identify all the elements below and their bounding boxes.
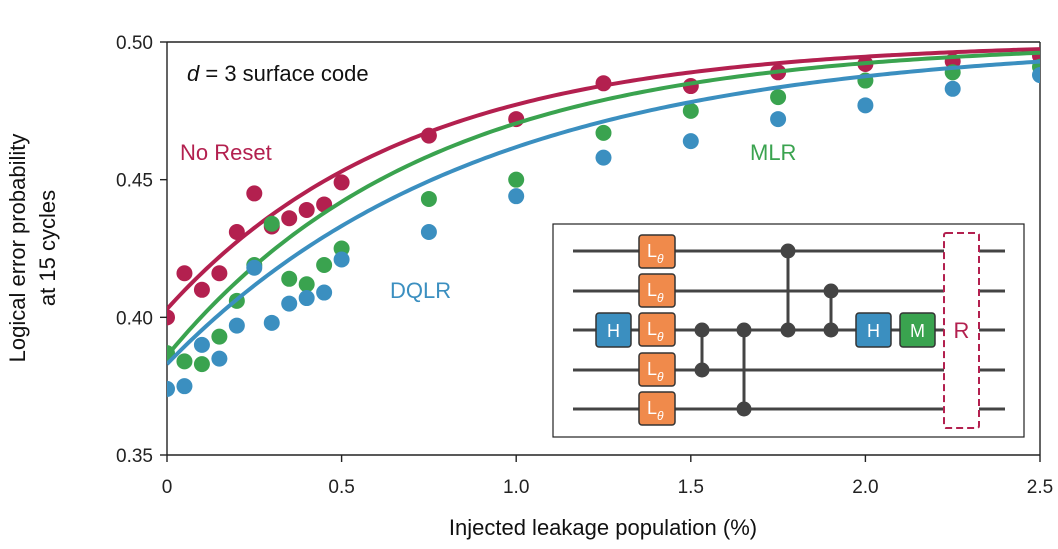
data-point-mlr: [281, 270, 298, 287]
x-tick-label: 0: [162, 477, 173, 498]
svg-text:Lθ: Lθ: [647, 241, 664, 266]
data-point-mlr: [211, 328, 228, 345]
control-dot: [694, 362, 710, 378]
fit-line-no-reset: [167, 47, 1040, 311]
x-tick-label: 2.5: [1027, 477, 1053, 498]
data-point-dqlr: [1032, 67, 1040, 84]
data-point-no-reset: [246, 185, 263, 202]
legend-mlr: MLR: [750, 140, 796, 165]
y-tick-label: 0.50: [116, 33, 153, 54]
leakage-gate: Lθ: [638, 352, 676, 387]
surface-code-annotation: d = 3 surface code: [187, 61, 369, 86]
data-point-dqlr: [228, 317, 245, 334]
y-axis-label-line-2: at 15 cycles: [35, 190, 60, 306]
data-point-dqlr: [176, 378, 193, 395]
svg-text:Lθ: Lθ: [647, 359, 664, 384]
data-point-mlr: [333, 240, 350, 257]
fit-line-mlr: [167, 50, 1040, 358]
control-dot: [823, 322, 839, 338]
data-point-dqlr: [211, 350, 228, 367]
data-point-no-reset: [333, 174, 350, 191]
distance-symbol: d: [187, 61, 200, 86]
series-dqlr: [167, 59, 1040, 397]
hadamard-gate-left: H: [595, 312, 632, 348]
data-point-no-reset: [211, 265, 228, 282]
data-point-dqlr: [167, 380, 175, 397]
data-point-dqlr: [944, 80, 961, 97]
legend-dqlr: DQLR: [390, 278, 451, 303]
data-point-mlr: [420, 190, 437, 207]
y-tick-label: 0.45: [116, 171, 153, 192]
data-point-mlr: [316, 257, 333, 274]
measurement-gate: M: [899, 312, 936, 348]
data-point-dqlr: [246, 259, 263, 276]
x-tick-label: 0.5: [328, 477, 354, 498]
data-point-mlr: [298, 276, 315, 293]
control-dot: [694, 322, 710, 338]
data-point-dqlr: [595, 149, 612, 166]
data-point-dqlr: [857, 97, 874, 114]
data-point-no-reset: [281, 210, 298, 227]
data-point-mlr: [263, 215, 280, 232]
y-axis-label-line-1: Logical error probability: [5, 134, 30, 363]
control-dot: [736, 322, 752, 338]
inset-circuit: Lθ Lθ Lθ Lθ Lθ H H: [552, 223, 1025, 438]
data-point-mlr: [176, 353, 193, 370]
leakage-gates: Lθ Lθ Lθ Lθ Lθ: [638, 234, 676, 426]
svg-text:H: H: [607, 321, 620, 341]
data-point-no-reset: [176, 265, 193, 282]
data-point-dqlr: [193, 336, 210, 353]
control-dot: [823, 283, 839, 299]
data-point-dqlr: [281, 295, 298, 312]
data-point-dqlr: [420, 223, 437, 240]
fit-line-dqlr: [167, 59, 1040, 366]
svg-text:Lθ: Lθ: [647, 280, 664, 305]
x-tick-label: 1.5: [678, 477, 704, 498]
data-point-mlr: [682, 102, 699, 119]
control-dot: [736, 401, 752, 417]
annotation-text: = 3 surface code: [199, 61, 368, 86]
data-point-mlr: [770, 89, 787, 106]
data-point-mlr: [508, 171, 525, 188]
data-point-dqlr: [316, 284, 333, 301]
data-point-dqlr: [508, 188, 525, 205]
leakage-gate: Lθ: [638, 391, 676, 426]
series-mlr: [167, 50, 1040, 373]
data-point-dqlr: [682, 133, 699, 150]
svg-text:R: R: [954, 318, 970, 343]
data-point-no-reset: [298, 201, 315, 218]
data-point-dqlr: [263, 314, 280, 331]
data-point-no-reset: [167, 309, 175, 326]
y-tick-label: 0.40: [116, 308, 153, 329]
data-point-no-reset: [193, 281, 210, 298]
data-point-mlr: [193, 356, 210, 373]
x-axis-ticks: 0 0.5 1.0 1.5 2.0 2.5: [162, 455, 1053, 498]
control-dot: [780, 322, 796, 338]
data-point-dqlr: [770, 111, 787, 128]
svg-text:Lθ: Lθ: [647, 398, 664, 423]
leakage-gate: Lθ: [638, 312, 676, 347]
series-layer: [167, 47, 1040, 397]
plot-frame: [166, 41, 1041, 456]
legend-no-reset: No Reset: [180, 140, 272, 165]
leakage-gate: Lθ: [638, 234, 676, 269]
x-axis-label: Injected leakage population (%): [449, 515, 757, 540]
x-tick-label: 2.0: [852, 477, 878, 498]
cz-dots: [694, 243, 839, 417]
svg-text:Lθ: Lθ: [647, 319, 664, 344]
y-tick-label: 0.35: [116, 446, 153, 467]
data-point-dqlr: [333, 251, 350, 268]
y-axis-ticks: 0.35 0.40 0.45 0.50: [116, 33, 167, 467]
hadamard-gate-right: H: [855, 312, 892, 348]
data-point-mlr: [595, 124, 612, 141]
leakage-gate: Lθ: [638, 273, 676, 308]
svg-text:M: M: [910, 321, 925, 341]
x-tick-label: 1.0: [503, 477, 529, 498]
reset-gate: R: [943, 232, 980, 429]
svg-text:H: H: [867, 321, 880, 341]
data-point-dqlr: [298, 290, 315, 307]
control-dot: [780, 243, 796, 259]
